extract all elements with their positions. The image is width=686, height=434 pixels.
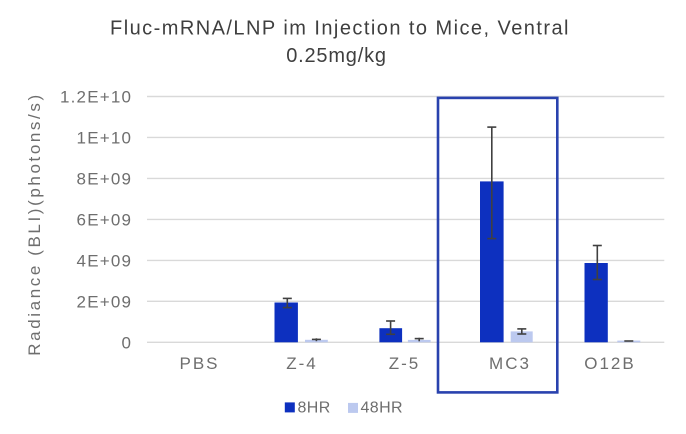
svg-text:Z-4: Z-4 <box>286 354 318 373</box>
svg-text:2E+09: 2E+09 <box>77 292 133 311</box>
svg-text:MC3: MC3 <box>489 354 531 373</box>
svg-text:1.2E+10: 1.2E+10 <box>60 88 132 107</box>
svg-text:0.25mg/kg: 0.25mg/kg <box>286 45 387 67</box>
svg-text:PBS: PBS <box>179 354 219 373</box>
svg-text:0: 0 <box>122 333 133 352</box>
svg-text:6E+09: 6E+09 <box>77 210 133 229</box>
svg-text:Fluc-mRNA/LNP im Injection to: Fluc-mRNA/LNP im Injection to Mice, Vent… <box>110 17 570 39</box>
svg-text:4E+09: 4E+09 <box>77 251 133 270</box>
svg-text:O12B: O12B <box>584 354 635 373</box>
svg-text:48HR: 48HR <box>361 400 404 417</box>
svg-text:8E+09: 8E+09 <box>77 169 133 188</box>
svg-text:Z-5: Z-5 <box>389 354 421 373</box>
svg-text:8HR: 8HR <box>298 400 331 417</box>
svg-text:1E+10: 1E+10 <box>77 128 133 147</box>
svg-text:Radiance (BLI)(photons/s): Radiance (BLI)(photons/s) <box>25 92 44 355</box>
